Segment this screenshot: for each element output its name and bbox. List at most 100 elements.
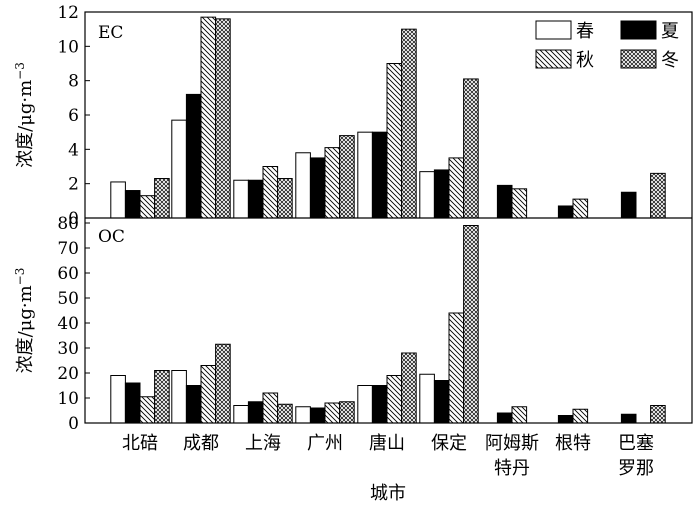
bar-ec-0-5 [419,171,435,219]
y-tick-label: 8 [68,72,79,92]
bar-oc-2-3 [324,402,341,424]
bar-ec-1-7 [557,205,574,219]
x-tick-label: 唐山 [369,433,405,454]
y-tick-label: 0 [68,209,79,229]
y-tick-label: 80 [57,214,79,234]
bar-oc-1-1 [185,385,202,424]
legend-label: 秋 [576,50,594,71]
bar-oc-0-0 [110,375,126,424]
bar-ec-1-1 [185,93,202,219]
bar-ec-2-1 [200,16,217,219]
bar-ec-2-2 [262,166,279,219]
bar-ec-0-4 [357,131,373,219]
x-tick-label: 成都 [183,433,219,454]
y-tick-label: 6 [68,106,79,126]
y-tick-label: 20 [57,364,79,384]
x-tick-label: 保定 [431,433,467,454]
bar-ec-0-3 [295,152,311,219]
x-tick-label: 北碚 [122,433,158,454]
bar-ec-1-5 [433,169,450,219]
bar-ec-1-2 [247,179,264,219]
bar-ec-3-4 [401,28,417,219]
y-tick-label: 30 [57,339,79,359]
x-tick-label: 罗那 [618,458,654,479]
y-axis-title: 浓度/μg·m−3 [13,268,36,374]
bar-ec-3-0 [154,178,170,219]
bar-ec-1-6 [496,184,513,219]
y-tick-label: 4 [68,140,79,160]
y-tick-label: 70 [57,239,79,259]
bar-ec-3-5 [463,78,479,219]
bar-ec-2-6 [511,188,528,219]
bar-oc-1-7 [557,415,574,424]
bar-oc-1-4 [371,385,388,424]
bar-oc-3-2 [277,403,293,424]
bar-oc-0-1 [171,370,187,424]
legend-swatch [620,20,657,40]
bar-oc-0-5 [419,373,435,424]
legend-swatch [620,49,657,69]
legend-swatch [535,20,572,40]
bar-ec-3-2 [277,178,293,219]
bar-oc-2-7 [572,408,589,424]
bar-oc-2-4 [386,375,403,424]
bar-ec-0-0 [110,181,126,219]
y-tick-label: 60 [57,264,79,284]
bar-ec-3-8 [650,172,666,219]
bar-oc-3-8 [650,405,666,424]
legend-label: 夏 [661,21,679,42]
bar-oc-2-1 [200,365,217,424]
bar-ec-2-0 [139,195,156,219]
bar-oc-0-4 [357,385,373,424]
bar-ec-0-2 [233,179,249,219]
bar-oc-3-0 [154,370,170,424]
x-axis-title: 城市 [370,483,406,504]
y-tick-label: 2 [68,175,79,195]
bar-ec-1-3 [309,157,326,219]
bar-oc-1-2 [247,401,264,424]
y-axis-title: 浓度/μg·m−3 [13,62,36,168]
panel-label: OC [98,227,125,247]
x-tick-label: 上海 [245,433,281,454]
bar-ec-1-4 [371,131,388,219]
bar-oc-2-5 [448,312,465,424]
bar-oc-3-3 [339,401,355,424]
bar-oc-3-4 [401,352,417,424]
bar-oc-3-1 [215,343,231,424]
bar-oc-1-3 [309,407,326,424]
y-tick-label: 10 [57,389,79,409]
legend-label: 春 [576,21,594,42]
y-tick-label: 0 [68,414,79,434]
bar-oc-1-8 [620,413,637,424]
y-tick-label: 40 [57,314,79,334]
bar-ec-1-8 [620,191,637,219]
x-tick-label: 阿姆斯 [485,433,539,454]
bar-oc-0-3 [295,406,311,424]
x-tick-label: 特丹 [494,458,530,479]
bar-oc-1-6 [496,412,513,424]
bar-oc-0-2 [233,405,249,424]
y-tick-label: 10 [57,37,79,57]
bar-ec-2-3 [324,147,341,219]
bar-oc-2-0 [139,396,156,424]
x-tick-label: 巴塞 [618,433,654,454]
bar-ec-2-4 [386,63,403,219]
bar-ec-3-1 [215,18,231,219]
panel-label: EC [98,23,123,43]
bar-oc-2-2 [262,392,279,424]
legend-label: 冬 [661,50,679,71]
bar-oc-1-0 [124,382,141,424]
bar-ec-2-7 [572,198,589,219]
bar-ec-0-1 [171,119,187,219]
x-tick-label: 广州 [307,433,343,454]
bar-oc-1-5 [433,380,450,424]
legend-swatch [535,49,572,69]
bar-ec-2-5 [448,157,465,219]
bar-oc-2-6 [511,406,528,424]
bar-ec-3-3 [339,135,355,219]
bar-ec-1-0 [124,190,141,219]
x-tick-label: 根特 [555,433,591,454]
bar-oc-3-5 [463,225,479,424]
y-tick-label: 12 [57,3,79,23]
